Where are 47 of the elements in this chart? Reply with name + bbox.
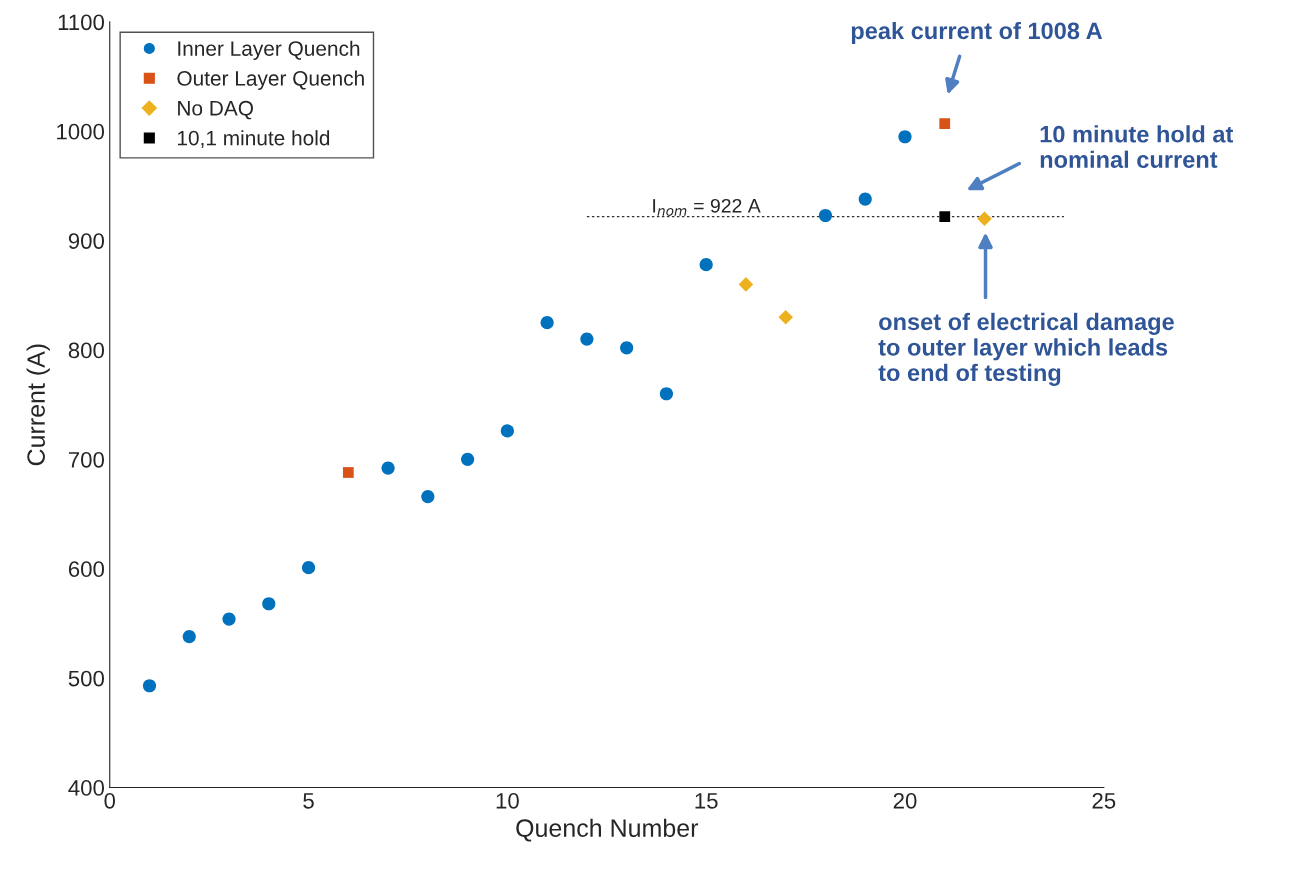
point	[182, 629, 196, 644]
y-axis-title: Current (A)	[26, 344, 50, 466]
ref-line-label: I$_{nom}$ = 922 A	[653, 198, 761, 216]
y-tick-label: 1100	[58, 14, 105, 31]
point	[977, 211, 992, 227]
point	[301, 561, 316, 575]
y-tick-label: 1000	[57, 123, 105, 140]
point	[262, 597, 276, 611]
point	[778, 309, 793, 325]
point	[461, 452, 475, 466]
point	[342, 467, 354, 478]
point	[818, 208, 833, 223]
legend-label: Outer Layer Quench	[177, 70, 364, 90]
point	[500, 424, 514, 438]
x-tick-label: 20	[893, 792, 917, 809]
point	[421, 489, 435, 504]
point	[659, 387, 673, 401]
point	[222, 612, 236, 626]
x-tick-label: 0	[104, 792, 116, 809]
point	[620, 341, 634, 355]
legend-label: 10,1 minute hold	[177, 130, 330, 148]
point	[580, 332, 594, 346]
annotation: peak current of 1008 A	[851, 21, 1103, 44]
x-tick-label: 25	[1092, 792, 1116, 809]
point	[381, 461, 395, 475]
point	[858, 192, 872, 206]
point	[142, 679, 157, 693]
legend-label: Inner Layer Quench	[178, 40, 360, 61]
y-tick-label: 900	[68, 233, 105, 249]
y-tick-label: 800	[68, 342, 105, 359]
point	[738, 277, 754, 292]
x-axis-title: Quench Number	[516, 818, 699, 842]
y-tick-label: 600	[68, 561, 105, 578]
x-tick-label: 5	[303, 793, 314, 809]
x-tick-label: 15	[695, 793, 718, 809]
y-tick-label: 700	[68, 451, 105, 468]
point	[939, 118, 951, 129]
annotation: 10 minute hold at nominal current	[1040, 125, 1234, 169]
x-tick-label: 10	[496, 792, 519, 809]
y-tick-label: 400	[68, 780, 105, 796]
annotation: onset of electrical damage to outer layer which leads to end of testing	[878, 312, 1174, 386]
point	[898, 130, 912, 144]
y-tick-label: 500	[68, 670, 105, 687]
point	[939, 211, 951, 222]
legend-label: No DAQ	[178, 100, 253, 120]
point	[540, 316, 554, 330]
point	[699, 258, 713, 272]
